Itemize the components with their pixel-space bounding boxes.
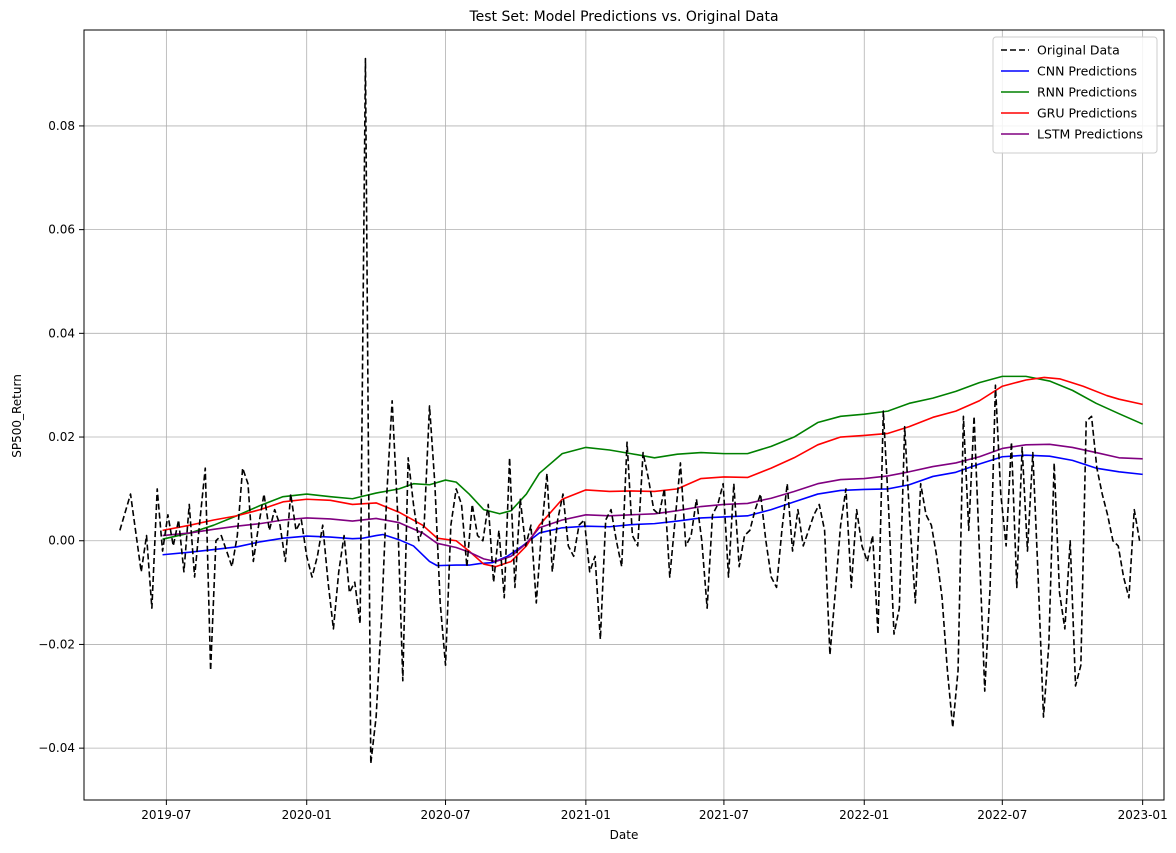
x-tick-label: 2023-01 (1118, 808, 1168, 822)
y-tick-label: 0.08 (48, 119, 75, 133)
axis-ticks: 2019-07 2020-01 2020-07 2021-01 2021-07 2022-… (38, 119, 1167, 822)
legend-label: CNN Predictions (1037, 64, 1137, 79)
chart-title: Test Set: Model Predictions vs. Original… (468, 9, 778, 25)
y-tick-label: −0.04 (38, 741, 75, 755)
grid (84, 30, 1164, 800)
y-tick-label: 0.02 (48, 430, 75, 444)
series-line-original-data (119, 57, 1141, 765)
legend-label: Original Data (1037, 43, 1120, 58)
plot-series (119, 57, 1143, 765)
plot-frame (83, 29, 1165, 801)
y-tick-label: 0.04 (48, 326, 75, 340)
series-line-cnn-predictions (162, 454, 1143, 567)
x-tick-label: 2020-07 (420, 808, 470, 822)
x-tick-label: 2019-07 (141, 808, 191, 822)
x-tick-label: 2022-01 (839, 808, 889, 822)
series-line-lstm-predictions (162, 443, 1143, 563)
x-tick-label: 2021-07 (699, 808, 749, 822)
series-line-rnn-predictions (162, 375, 1143, 540)
legend-label: LSTM Predictions (1037, 127, 1143, 142)
legend-box (992, 36, 1158, 154)
legend-label: GRU Predictions (1037, 106, 1137, 121)
series-line-gru-predictions (162, 376, 1143, 568)
x-tick-label: 2020-01 (282, 808, 332, 822)
y-axis-title: SP500_Return (10, 374, 24, 458)
y-tick-label: 0.00 (48, 534, 75, 548)
x-tick-label: 2021-01 (561, 808, 611, 822)
x-axis-title: Date (610, 828, 639, 842)
y-tick-label: −0.02 (38, 637, 75, 651)
x-tick-label: 2022-07 (977, 808, 1027, 822)
y-tick-label: 0.06 (48, 223, 75, 237)
legend: Original Data CNN Predictions RNN Predicti… (992, 36, 1158, 154)
legend-label: RNN Predictions (1037, 85, 1137, 100)
